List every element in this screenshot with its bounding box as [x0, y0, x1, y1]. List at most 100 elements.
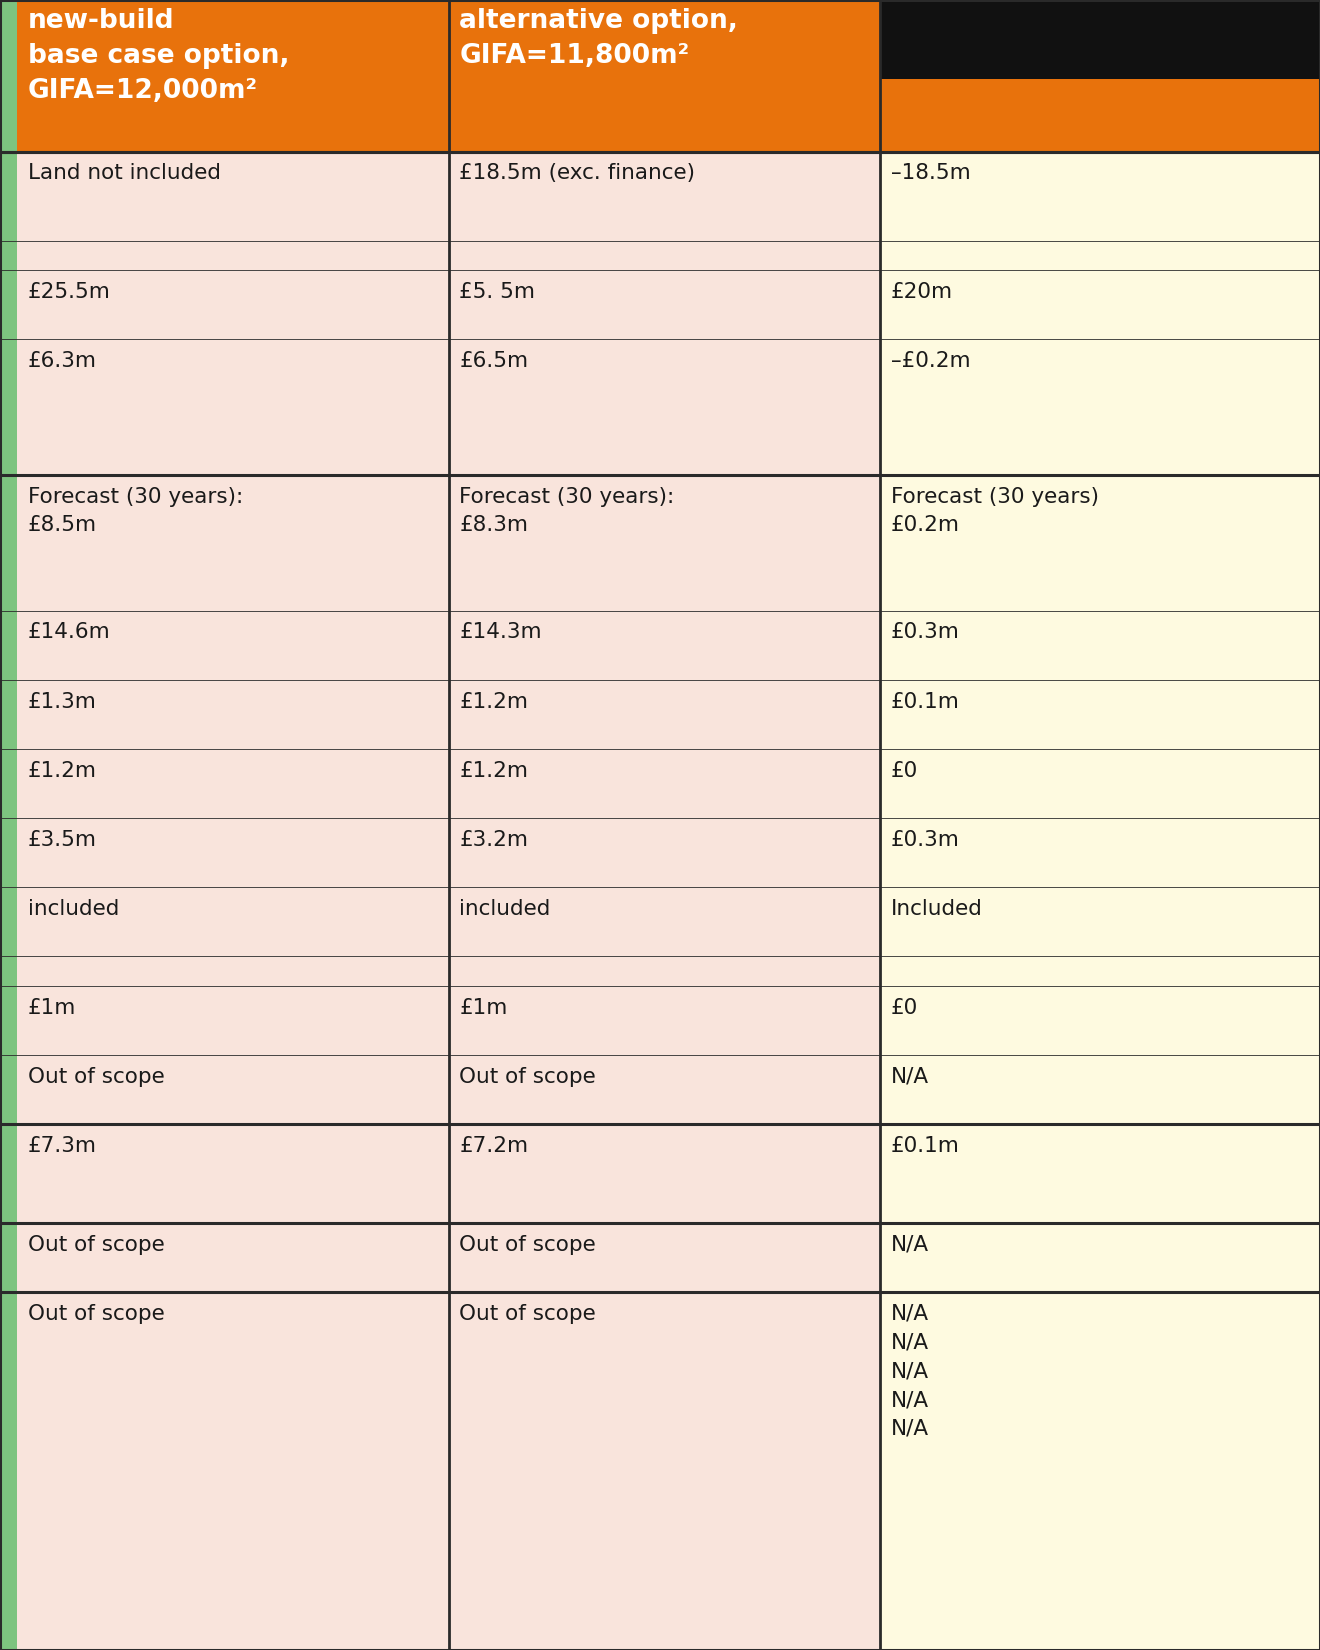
Text: Forecast (30 years):
£8.5m: Forecast (30 years): £8.5m: [28, 487, 243, 536]
Text: £1.2m: £1.2m: [28, 761, 96, 780]
Bar: [880, 475, 1320, 610]
Text: Out of scope: Out of scope: [28, 1066, 165, 1087]
Bar: [17, 818, 449, 888]
Text: Forecast (30 years)
£0.2m: Forecast (30 years) £0.2m: [891, 487, 1100, 536]
Text: £0: £0: [891, 761, 919, 780]
Bar: [0, 241, 17, 271]
Text: included: included: [28, 899, 119, 919]
Bar: [0, 987, 17, 1054]
Text: –18.5m: –18.5m: [891, 163, 970, 183]
Text: £25.5m: £25.5m: [28, 282, 111, 302]
Text: £1.2m: £1.2m: [459, 691, 528, 711]
Bar: [449, 749, 880, 818]
Text: Out of scope: Out of scope: [28, 1304, 165, 1323]
Bar: [17, 610, 449, 680]
Bar: [880, 241, 1320, 271]
Bar: [0, 1292, 17, 1650]
Bar: [17, 271, 449, 340]
Bar: [880, 1292, 1320, 1650]
Text: Out of scope: Out of scope: [28, 1234, 165, 1254]
Text: £14.6m: £14.6m: [28, 622, 111, 642]
Bar: [449, 680, 880, 749]
Bar: [449, 0, 880, 152]
Bar: [880, 271, 1320, 340]
Bar: [880, 1223, 1320, 1292]
Text: N/A: N/A: [891, 1066, 929, 1087]
Text: included: included: [459, 899, 550, 919]
Text: Forecast (30 years):
£8.3m: Forecast (30 years): £8.3m: [459, 487, 675, 536]
Bar: [0, 1223, 17, 1292]
Bar: [17, 987, 449, 1054]
Bar: [17, 749, 449, 818]
Text: £20m: £20m: [891, 282, 953, 302]
Bar: [0, 1054, 17, 1124]
Bar: [880, 1124, 1320, 1223]
Text: £1m: £1m: [28, 998, 77, 1018]
Bar: [17, 1223, 449, 1292]
Text: £3.2m: £3.2m: [459, 830, 528, 850]
Bar: [880, 680, 1320, 749]
Bar: [0, 1124, 17, 1223]
Bar: [880, 957, 1320, 987]
Bar: [0, 957, 17, 987]
Text: £0.1m: £0.1m: [891, 1135, 960, 1155]
Bar: [449, 888, 880, 957]
Text: Out of scope: Out of scope: [459, 1066, 597, 1087]
Bar: [449, 957, 880, 987]
Bar: [0, 680, 17, 749]
Text: new-build
base case option,
GIFA=12,000m²: new-build base case option, GIFA=12,000m…: [28, 8, 289, 104]
Text: £7.2m: £7.2m: [459, 1135, 528, 1155]
Bar: [0, 749, 17, 818]
Text: alternative option,
GIFA=11,800m²: alternative option, GIFA=11,800m²: [459, 8, 738, 69]
Bar: [449, 818, 880, 888]
Text: £1.2m: £1.2m: [459, 761, 528, 780]
Text: £0.3m: £0.3m: [891, 622, 960, 642]
Bar: [17, 152, 449, 241]
Bar: [17, 1054, 449, 1124]
Text: £0.1m: £0.1m: [891, 691, 960, 711]
Bar: [17, 0, 449, 152]
Bar: [17, 680, 449, 749]
Text: N/A
N/A
N/A
N/A
N/A: N/A N/A N/A N/A N/A: [891, 1304, 929, 1439]
Bar: [0, 610, 17, 680]
Text: £0: £0: [891, 998, 919, 1018]
Bar: [449, 340, 880, 475]
Bar: [880, 818, 1320, 888]
Text: £6.5m: £6.5m: [459, 351, 528, 371]
Bar: [449, 1223, 880, 1292]
Bar: [0, 340, 17, 475]
Bar: [0, 475, 17, 610]
Bar: [880, 987, 1320, 1054]
Text: £3.5m: £3.5m: [28, 830, 96, 850]
Bar: [880, 749, 1320, 818]
Bar: [17, 475, 449, 610]
Bar: [17, 340, 449, 475]
Bar: [17, 888, 449, 957]
Bar: [449, 475, 880, 610]
Bar: [880, 610, 1320, 680]
Text: Land not included: Land not included: [28, 163, 220, 183]
Bar: [880, 152, 1320, 241]
Bar: [17, 1292, 449, 1650]
Text: N/A: N/A: [891, 1234, 929, 1254]
Text: £1m: £1m: [459, 998, 508, 1018]
Text: –£0.2m: –£0.2m: [891, 351, 970, 371]
Bar: [449, 152, 880, 241]
Text: £0.3m: £0.3m: [891, 830, 960, 850]
Text: Out of scope: Out of scope: [459, 1304, 597, 1323]
Bar: [449, 241, 880, 271]
Text: £5. 5m: £5. 5m: [459, 282, 536, 302]
Bar: [17, 241, 449, 271]
Bar: [449, 1292, 880, 1650]
Bar: [0, 818, 17, 888]
Bar: [449, 1124, 880, 1223]
Bar: [17, 1124, 449, 1223]
Text: £7.3m: £7.3m: [28, 1135, 96, 1155]
Bar: [880, 1054, 1320, 1124]
Text: £6.3m: £6.3m: [28, 351, 96, 371]
Bar: [0, 0, 17, 152]
Text: Included: Included: [891, 899, 983, 919]
Bar: [0, 152, 17, 241]
Bar: [880, 340, 1320, 475]
Bar: [449, 1054, 880, 1124]
